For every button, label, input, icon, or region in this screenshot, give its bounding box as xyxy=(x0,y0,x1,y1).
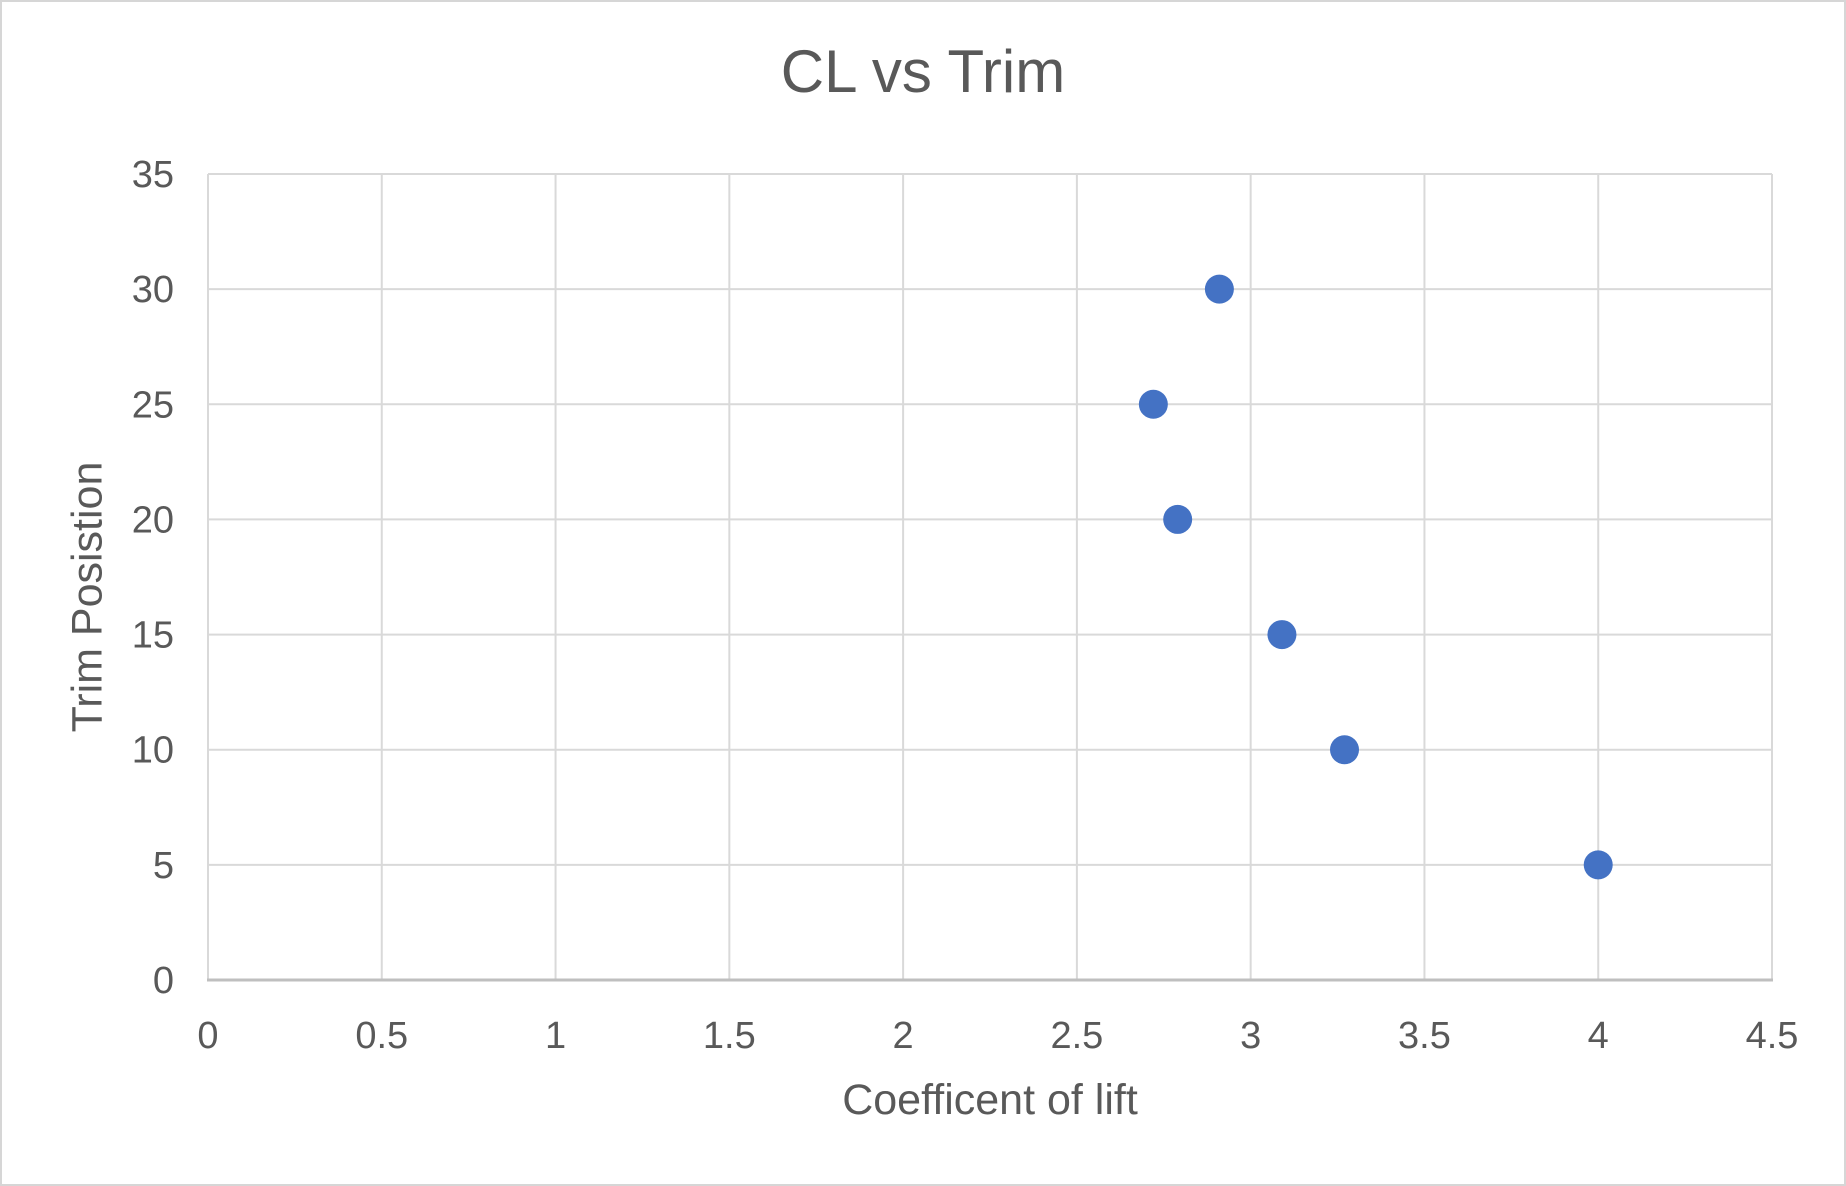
y-tick-label: 25 xyxy=(132,384,174,426)
x-axis-title: Coefficent of lift xyxy=(842,1076,1138,1124)
y-tick-label: 15 xyxy=(132,615,174,657)
data-point[interactable] xyxy=(1138,389,1168,419)
x-tick-label: 4 xyxy=(1588,1015,1609,1057)
x-tick-label: 3.5 xyxy=(1398,1015,1451,1057)
data-point[interactable] xyxy=(1330,735,1360,765)
y-axis-title: Trim Posistion xyxy=(63,461,112,733)
x-tick-label: 0.5 xyxy=(355,1015,408,1057)
data-point[interactable] xyxy=(1204,274,1234,304)
data-point[interactable] xyxy=(1583,850,1613,880)
chart-title: CL vs Trim xyxy=(780,38,1066,105)
y-tick-label: 35 xyxy=(132,154,174,196)
x-tick-label: 1 xyxy=(545,1015,566,1057)
x-tick-label: 2.5 xyxy=(1050,1015,1103,1057)
data-point[interactable] xyxy=(1267,620,1297,650)
y-tick-label: 0 xyxy=(153,960,174,1002)
data-point[interactable] xyxy=(1163,504,1193,534)
x-tick-label: 1.5 xyxy=(703,1015,756,1057)
x-tick-label: 0 xyxy=(197,1015,218,1057)
x-tick-label: 4.5 xyxy=(1746,1015,1799,1057)
y-tick-label: 10 xyxy=(132,730,174,772)
x-tick-label: 2 xyxy=(893,1015,914,1057)
y-tick-label: 5 xyxy=(153,845,174,887)
y-tick-label: 20 xyxy=(132,499,174,541)
y-tick-label: 30 xyxy=(132,269,174,311)
x-tick-label: 3 xyxy=(1240,1015,1261,1057)
